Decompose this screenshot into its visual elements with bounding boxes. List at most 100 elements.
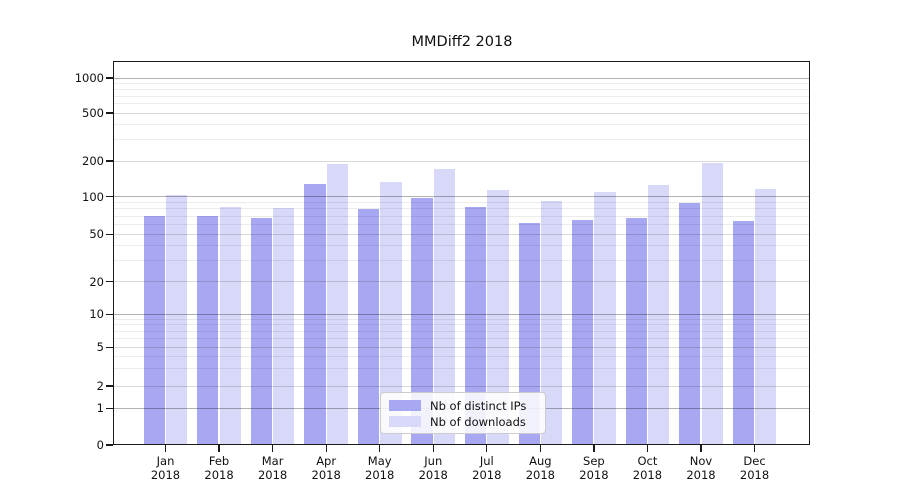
gridline-30 (114, 260, 809, 262)
legend-item-distinct-ips: Nb of distinct IPs (389, 398, 537, 413)
gridline-400 (114, 124, 809, 126)
y-tick-mark (106, 444, 113, 446)
y-tick-mark (106, 346, 113, 348)
gridline-20 (114, 281, 809, 283)
y-tick-mark (106, 233, 113, 235)
gridline-50 (114, 233, 809, 235)
gridline-600 (114, 103, 809, 105)
y-tick-label: 1000 (74, 71, 104, 85)
x-tick-mark (379, 445, 381, 452)
legend-swatch-distinct-ips (389, 400, 421, 411)
bar-distinct-ips-may (357, 208, 380, 445)
bar-downloads-jan (166, 195, 188, 445)
gridline-100 (114, 196, 809, 198)
x-tick-mark (486, 445, 488, 452)
x-tick-label-nov: Nov 2018 (686, 454, 716, 482)
gridline-3 (114, 368, 809, 370)
x-tick-label-may: May 2018 (365, 454, 395, 482)
x-tick-label-oct: Oct 2018 (632, 454, 663, 482)
gridline-8 (114, 324, 809, 326)
x-tick-label-dec: Dec 2018 (739, 454, 770, 482)
y-tick-mark (106, 281, 113, 283)
x-tick-mark (432, 445, 434, 452)
y-tick-label: 500 (82, 106, 104, 120)
gridline-300 (114, 139, 809, 141)
bar-distinct-ips-oct (625, 217, 647, 445)
gridline-80 (114, 208, 809, 210)
y-tick-label: 0 (96, 438, 104, 452)
gridline-2 (114, 385, 809, 387)
x-tick-mark (700, 445, 702, 452)
x-tick-label-feb: Feb 2018 (204, 454, 234, 482)
gridline-700 (114, 95, 809, 97)
bar-distinct-ips-sep (572, 220, 594, 445)
gridline-5 (114, 346, 809, 348)
legend: Nb of distinct IPs Nb of downloads (380, 392, 546, 434)
y-tick-label: 10 (89, 307, 104, 322)
gridline-900 (114, 82, 809, 84)
x-tick-mark (593, 445, 595, 452)
x-tick-label-mar: Mar 2018 (257, 454, 288, 482)
gridline-60 (114, 223, 809, 225)
gridline-9 (114, 318, 809, 320)
x-tick-mark (539, 445, 541, 452)
y-tick-mark (106, 407, 113, 409)
y-tick-mark (106, 385, 113, 387)
y-tick-mark (106, 112, 113, 114)
y-tick-mark (106, 77, 113, 79)
bar-distinct-ips-jul (464, 207, 487, 445)
bar-downloads-mar (273, 208, 295, 445)
y-tick-mark (106, 313, 113, 315)
bar-downloads-aug (540, 200, 563, 445)
bar-distinct-ips-dec (732, 220, 754, 445)
legend-label: Nb of distinct IPs (430, 398, 527, 413)
y-tick-label: 50 (89, 227, 104, 242)
bar-downloads-apr (326, 163, 348, 445)
bar-downloads-oct (648, 185, 670, 445)
bar-downloads-dec (755, 189, 777, 445)
x-tick-mark (164, 445, 167, 452)
x-tick-mark (753, 445, 756, 452)
x-tick-mark (325, 445, 327, 452)
y-tick-label: 2 (96, 379, 104, 393)
y-tick-mark (106, 160, 113, 162)
x-tick-mark (271, 445, 274, 452)
bar-downloads-nov (701, 163, 723, 445)
legend-label: Nb of downloads (430, 414, 526, 429)
x-tick-label-apr: Apr 2018 (311, 454, 341, 482)
gridline-7 (114, 330, 809, 332)
bar-distinct-ips-mar (250, 218, 273, 445)
bar-downloads-jun (433, 169, 456, 445)
gridline-4 (114, 356, 809, 358)
x-tick-mark (218, 445, 220, 452)
x-tick-label-jul: Jul 2018 (472, 454, 502, 482)
bar-distinct-ips-aug (518, 222, 540, 445)
gridline-70 (114, 215, 809, 217)
x-tick-label-aug: Aug 2018 (525, 454, 555, 482)
y-tick-mark (106, 196, 113, 198)
y-tick-label: 20 (89, 274, 104, 289)
x-tick-label-jan: Jan 2018 (150, 454, 181, 482)
bar-distinct-ips-nov (679, 203, 701, 445)
bar-downloads-may (380, 182, 402, 445)
y-tick-label: 100 (82, 189, 104, 204)
gridline-90 (114, 201, 809, 203)
y-tick-label: 1 (96, 401, 104, 416)
bar-downloads-feb (219, 207, 241, 445)
bar-distinct-ips-apr (304, 184, 326, 445)
gridline-800 (114, 88, 809, 90)
gridline-10 (114, 313, 809, 315)
gridline-40 (114, 245, 809, 247)
bar-distinct-ips-feb (197, 216, 219, 445)
bar-distinct-ips-jan (143, 216, 165, 445)
legend-item-downloads: Nb of downloads (389, 414, 537, 429)
gridline-500 (114, 112, 809, 114)
x-tick-label-jun: Jun 2018 (418, 454, 448, 482)
bar-distinct-ips-jun (411, 197, 433, 445)
gridline-1000 (114, 77, 809, 79)
chart-title: MMDiff2 2018 (411, 34, 513, 50)
gridline-200 (114, 160, 809, 162)
x-tick-label-sep: Sep 2018 (579, 454, 609, 482)
bar-downloads-jul (487, 190, 509, 445)
